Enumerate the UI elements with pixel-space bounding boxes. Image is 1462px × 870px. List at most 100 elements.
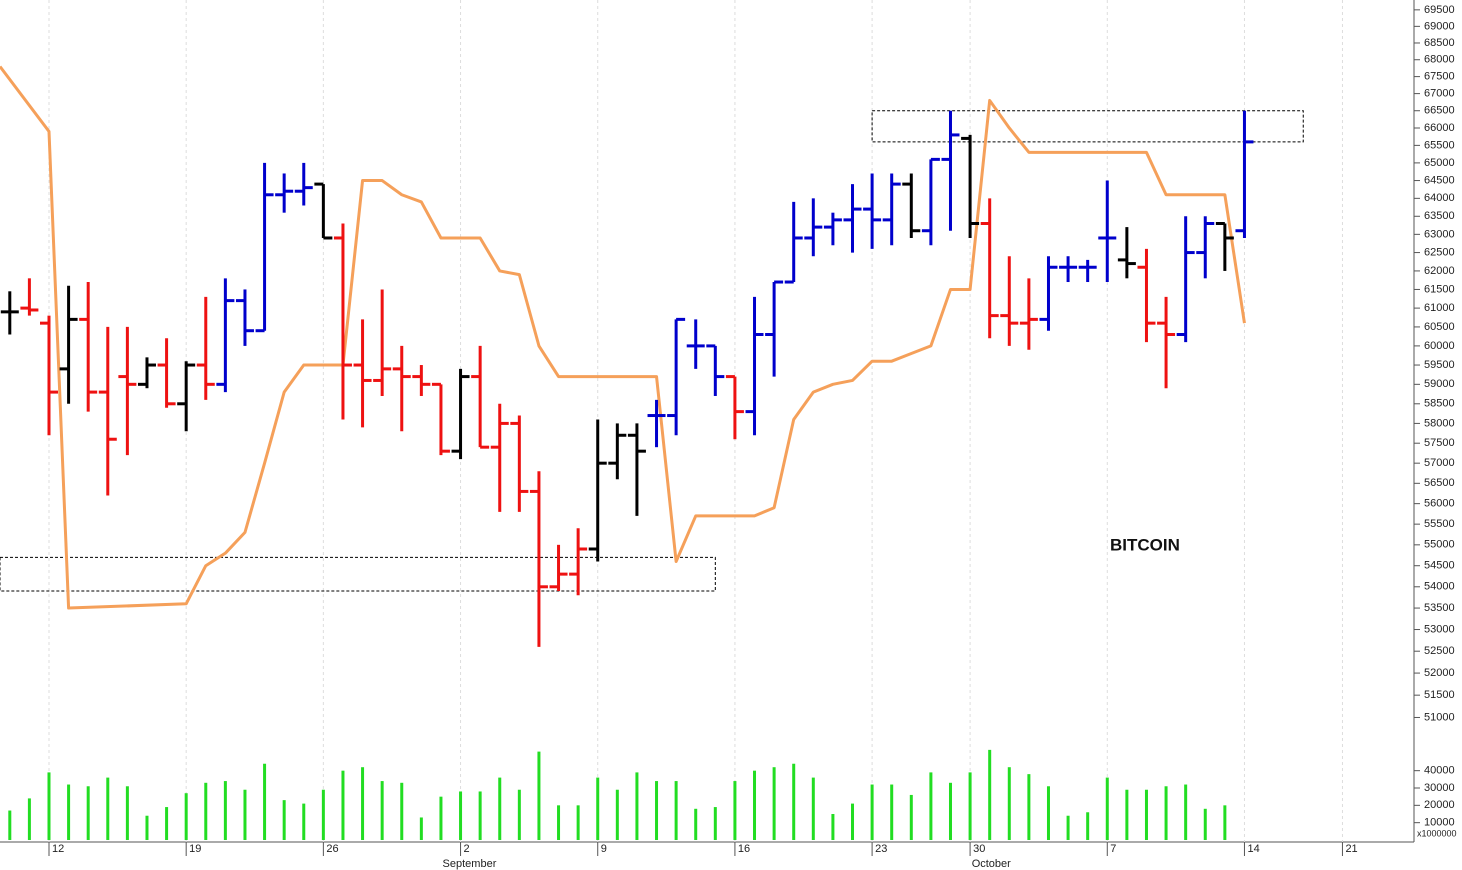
volume-bar — [831, 814, 835, 840]
volume-bar — [302, 803, 306, 840]
y-tick-label: 62500 — [1424, 246, 1455, 258]
y-tick-label: 54000 — [1424, 581, 1455, 593]
volume-bar — [380, 781, 384, 840]
volume-bar — [1203, 808, 1207, 840]
y-tick-label: 55000 — [1424, 539, 1455, 551]
volume-bar — [1184, 784, 1188, 840]
volume-bar — [713, 807, 717, 840]
y-tick-label: 51000 — [1424, 711, 1455, 723]
volume-bar — [1105, 777, 1109, 840]
volume-bar — [1066, 815, 1070, 840]
volume-bar — [694, 808, 698, 840]
volume-bar — [517, 789, 521, 840]
volume-bar — [870, 784, 874, 840]
volume-bar — [890, 784, 894, 840]
volume-bar — [557, 805, 561, 840]
volume-tick-label: 10000 — [1424, 817, 1455, 829]
volume-bar — [204, 782, 208, 840]
volume-bar — [86, 786, 90, 840]
volume-bar — [929, 772, 933, 840]
volume-bar — [988, 749, 992, 840]
volume-bar — [851, 803, 855, 840]
volume-bar — [321, 789, 325, 840]
y-tick-label: 69500 — [1424, 4, 1455, 16]
volume-tick-label: 30000 — [1424, 782, 1455, 794]
volume-bar — [106, 777, 110, 840]
x-tick-label: 14 — [1247, 843, 1259, 855]
y-tick-label: 65000 — [1424, 157, 1455, 169]
y-tick-label: 57000 — [1424, 457, 1455, 469]
overlay-line — [0, 65, 1246, 610]
volume-bar — [635, 772, 639, 840]
y-tick-label: 69000 — [1424, 20, 1455, 32]
volume-bar — [1125, 789, 1129, 840]
volume-bar — [909, 794, 913, 840]
y-tick-label: 64500 — [1424, 174, 1455, 186]
volume-tick-label: 20000 — [1424, 799, 1455, 811]
volume-bar — [400, 782, 404, 840]
volume-bar — [537, 751, 541, 840]
volume-bar — [165, 807, 169, 840]
y-tick-label: 61000 — [1424, 302, 1455, 314]
volume-bar — [478, 791, 482, 840]
y-tick-label: 60500 — [1424, 321, 1455, 333]
y-tick-label: 63000 — [1424, 228, 1455, 240]
y-tick-label: 59500 — [1424, 359, 1455, 371]
volume-bar — [459, 791, 463, 840]
volume-bar — [753, 770, 757, 840]
volume-bar — [341, 770, 345, 840]
volume-bar — [1164, 786, 1168, 840]
volume-bar — [948, 782, 952, 840]
volume-bar — [498, 777, 502, 840]
volume-unit-label: x1000000 — [1417, 828, 1457, 838]
volume-bar — [125, 786, 129, 840]
month-label: October — [972, 858, 1011, 870]
y-tick-label: 58500 — [1424, 398, 1455, 410]
x-tick-label: 23 — [875, 843, 887, 855]
x-tick-label: 26 — [326, 843, 338, 855]
x-tick-label: 9 — [601, 843, 607, 855]
y-tick-label: 52000 — [1424, 667, 1455, 679]
volume-bar — [1007, 767, 1011, 840]
x-tick-label: 21 — [1345, 843, 1357, 855]
x-tick-label: 2 — [464, 843, 470, 855]
zone — [0, 556, 716, 592]
volume-bar — [145, 815, 149, 840]
volume-bar — [282, 800, 286, 840]
y-tick-label: 55500 — [1424, 518, 1455, 530]
volume-bar — [596, 777, 600, 840]
y-tick-label: 66000 — [1424, 122, 1455, 134]
volume-bar — [1027, 774, 1031, 840]
y-tick-label: 67000 — [1424, 88, 1455, 100]
x-tick-label: 7 — [1110, 843, 1116, 855]
y-tick-label: 61500 — [1424, 283, 1455, 295]
volume-bar — [576, 805, 580, 840]
volume-bar — [439, 796, 443, 840]
volume-bar — [419, 817, 423, 840]
volume-bar — [674, 781, 678, 840]
volume-bar — [67, 784, 71, 840]
volume-bar — [1046, 786, 1050, 840]
volume-bar — [1086, 812, 1090, 840]
y-tick-label: 63500 — [1424, 210, 1455, 222]
y-tick-label: 52500 — [1424, 645, 1455, 657]
x-tick-label: 19 — [189, 843, 201, 855]
volume-bar — [1223, 805, 1227, 840]
volume-bar — [27, 798, 31, 840]
y-tick-label: 56000 — [1424, 498, 1455, 510]
volume-bar — [223, 781, 227, 840]
y-tick-label: 53000 — [1424, 623, 1455, 635]
volume-bar — [8, 810, 12, 840]
y-tick-label: 54500 — [1424, 560, 1455, 572]
y-tick-label: 51500 — [1424, 689, 1455, 701]
annotation: BITCOIN — [1110, 535, 1180, 554]
y-tick-label: 59000 — [1424, 378, 1455, 390]
y-tick-label: 53500 — [1424, 602, 1455, 614]
y-tick-label: 62000 — [1424, 265, 1455, 277]
y-tick-label: 68500 — [1424, 37, 1455, 49]
y-tick-label: 60000 — [1424, 340, 1455, 352]
volume-bar — [615, 789, 619, 840]
volume-bar — [243, 789, 247, 840]
